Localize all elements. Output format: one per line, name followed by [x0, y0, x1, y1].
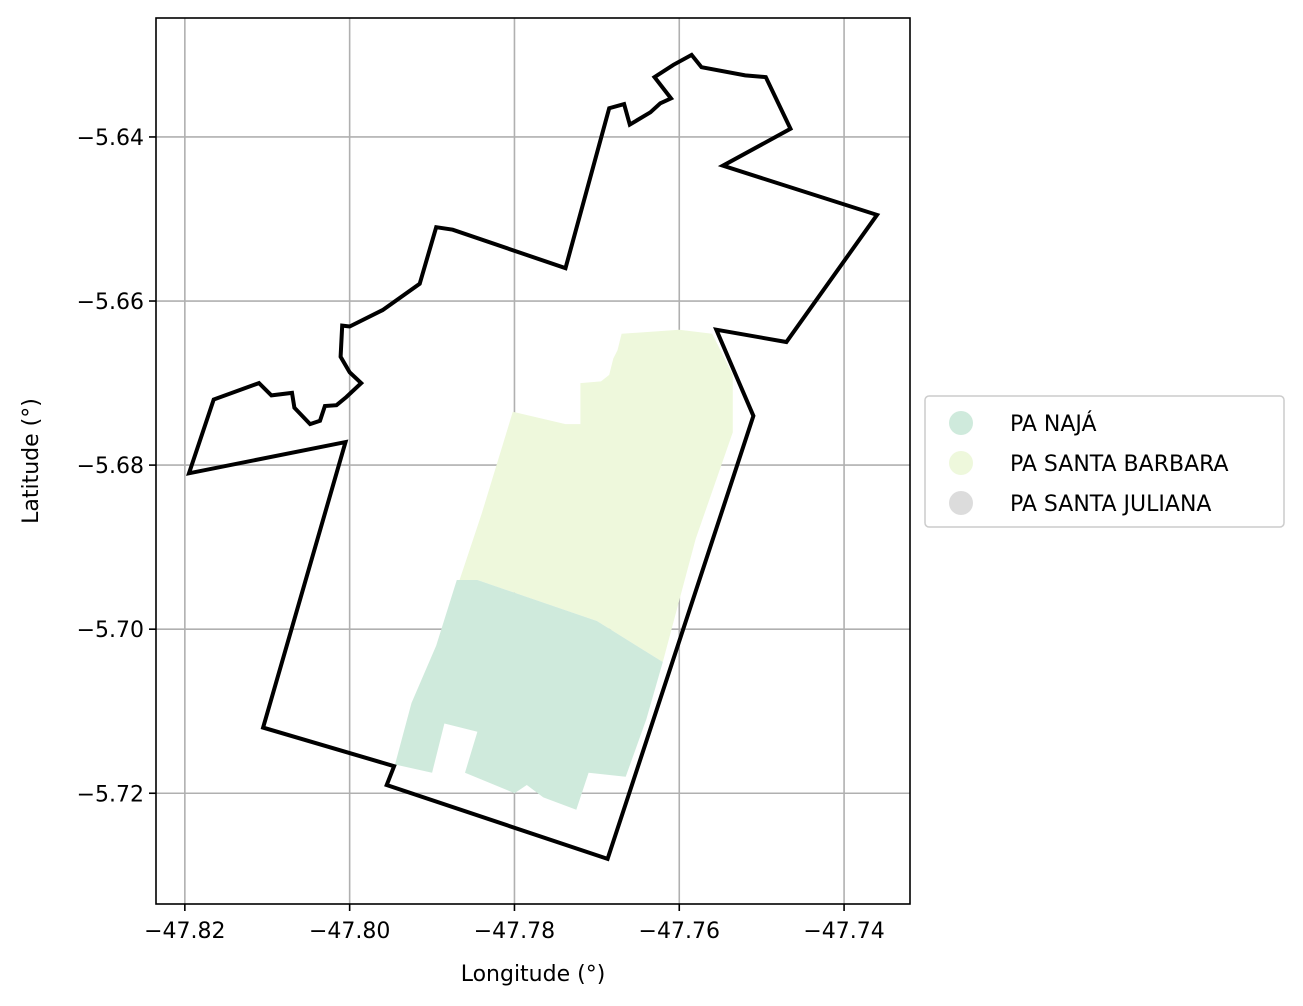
x-axis-ticks: −47.82 −47.80 −47.78 −47.76 −47.74: [144, 904, 885, 944]
y-tick-label: −5.72: [77, 782, 144, 807]
y-tick-label: −5.64: [77, 126, 144, 151]
x-tick-label: −47.76: [639, 919, 720, 944]
legend-label: PA SANTA JULIANA: [1010, 492, 1211, 517]
legend: PA NAJÁ PA SANTA BARBARA PA SANTA JULIANA: [924, 395, 1285, 528]
legend-marker: [949, 411, 973, 435]
y-tick-label: −5.66: [77, 290, 144, 315]
y-tick-label: −5.70: [77, 618, 144, 643]
legend-marker: [949, 491, 973, 515]
legend-frame: [924, 395, 1285, 528]
plot-frame: [155, 17, 911, 905]
x-axis-title: Longitude (°): [461, 962, 606, 987]
region-pa-santa-barbara: [456, 329, 733, 662]
legend-marker: [949, 451, 973, 475]
legend-label: PA SANTA BARBARA: [1010, 452, 1229, 477]
legend-label: PA NAJÁ: [1010, 411, 1097, 437]
municipality-boundary: [186, 52, 881, 862]
y-tick-label: −5.68: [77, 454, 144, 479]
boundary-outline: [186, 52, 881, 862]
x-tick-label: −47.82: [144, 919, 225, 944]
x-tick-label: −47.78: [474, 919, 555, 944]
y-axis-ticks: −5.64 −5.66 −5.68 −5.70 −5.72: [77, 126, 156, 807]
x-tick-label: −47.80: [309, 919, 390, 944]
region-pa-naj-: [395, 580, 663, 810]
x-tick-label: −47.74: [803, 919, 884, 944]
y-axis-title: Latitude (°): [19, 398, 44, 524]
region-polygons: [395, 329, 733, 810]
